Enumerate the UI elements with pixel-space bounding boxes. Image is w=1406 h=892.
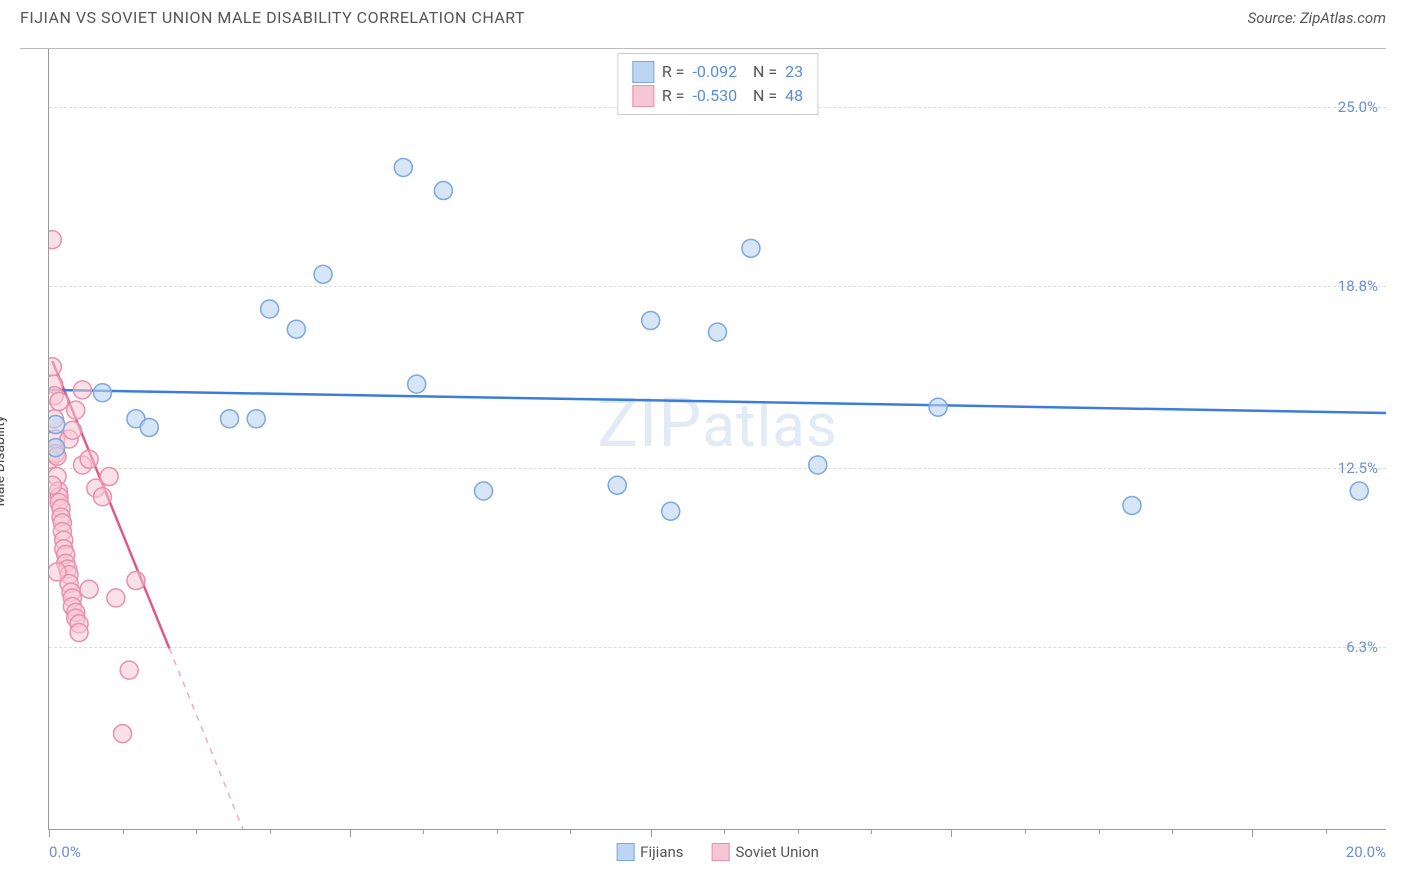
plot-area: R = -0.092 N = 23 R = -0.530 N = 48 ZIPa… [48,49,1386,830]
x-tick-major [1252,829,1253,837]
y-axis-title: Male Disability [0,415,8,506]
x-axis-min-label: 0.0% [49,843,81,861]
chart-title: FIJIAN VS SOVIET UNION MALE DISABILITY C… [20,8,525,27]
x-tick-minor [570,829,571,834]
swatch-soviet-bottom [712,843,730,861]
swatch-fijians-bottom [616,843,634,861]
x-tick-minor [1025,829,1026,834]
x-tick-minor [724,829,725,834]
x-tick-minor [123,829,124,834]
swatch-fijians [632,61,654,83]
swatch-soviet [632,85,654,107]
x-tick-minor [871,829,872,834]
legend-label-fijians: Fijians [640,843,683,861]
legend-n-label: N = [745,84,777,108]
legend-label-soviet: Soviet Union [736,843,819,861]
chart-container: Male Disability R = -0.092 N = 23 R = -0… [20,48,1386,872]
scatter-plot [49,49,1386,829]
legend-r-label: R = [662,84,685,108]
x-tick-major [651,829,652,837]
x-tick-minor [1172,829,1173,834]
x-tick-minor [1326,829,1327,834]
source-attribution: Source: ZipAtlas.com [1248,9,1386,27]
x-tick-major [350,829,351,837]
x-tick-minor [798,829,799,834]
legend-n-label: N = [745,60,777,84]
correlation-legend: R = -0.092 N = 23 R = -0.530 N = 48 [617,53,818,115]
legend-n-value-fijians: 23 [785,60,803,84]
legend-item-fijians: Fijians [616,843,683,861]
x-tick-major [951,829,952,837]
x-tick-minor [270,829,271,834]
x-tick-major [49,829,50,837]
x-tick-minor [196,829,197,834]
x-tick-minor [423,829,424,834]
legend-r-value-soviet: -0.530 [692,84,737,108]
legend-row-soviet: R = -0.530 N = 48 [632,84,803,108]
legend-row-fijians: R = -0.092 N = 23 [632,60,803,84]
legend-item-soviet: Soviet Union [712,843,819,861]
legend-n-value-soviet: 48 [785,84,803,108]
x-tick-minor [497,829,498,834]
legend-r-label: R = [662,60,685,84]
legend-r-value-fijians: -0.092 [692,60,737,84]
x-tick-minor [1099,829,1100,834]
series-legend: Fijians Soviet Union [616,843,819,861]
x-axis-max-label: 20.0% [1346,843,1386,861]
